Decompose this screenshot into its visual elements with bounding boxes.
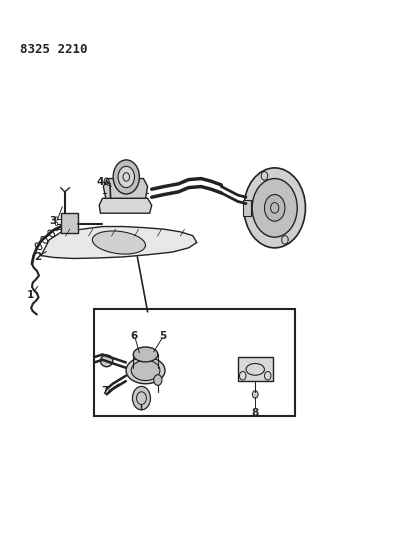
Circle shape bbox=[252, 179, 297, 237]
Text: 4: 4 bbox=[97, 177, 104, 187]
Circle shape bbox=[153, 375, 162, 385]
Circle shape bbox=[243, 168, 305, 248]
Polygon shape bbox=[103, 179, 147, 198]
Circle shape bbox=[118, 166, 134, 188]
Text: 2: 2 bbox=[34, 252, 41, 262]
Polygon shape bbox=[237, 357, 272, 381]
Ellipse shape bbox=[131, 360, 160, 381]
Text: 8: 8 bbox=[251, 408, 258, 418]
Text: 5: 5 bbox=[159, 331, 166, 341]
Circle shape bbox=[252, 391, 258, 398]
Ellipse shape bbox=[133, 347, 157, 362]
Bar bbox=[242, 200, 250, 216]
Text: 3: 3 bbox=[49, 216, 57, 226]
Text: 6: 6 bbox=[130, 331, 137, 341]
Text: 7: 7 bbox=[101, 386, 109, 395]
Circle shape bbox=[264, 195, 284, 221]
Circle shape bbox=[132, 386, 150, 410]
Circle shape bbox=[113, 160, 139, 194]
Ellipse shape bbox=[92, 231, 145, 254]
Polygon shape bbox=[61, 213, 78, 233]
Bar bbox=[94, 309, 294, 416]
Text: 1: 1 bbox=[27, 290, 34, 300]
Ellipse shape bbox=[126, 357, 164, 384]
Text: 8325 2210: 8325 2210 bbox=[20, 43, 88, 56]
Polygon shape bbox=[41, 227, 196, 259]
Polygon shape bbox=[99, 198, 151, 213]
Ellipse shape bbox=[100, 355, 112, 367]
